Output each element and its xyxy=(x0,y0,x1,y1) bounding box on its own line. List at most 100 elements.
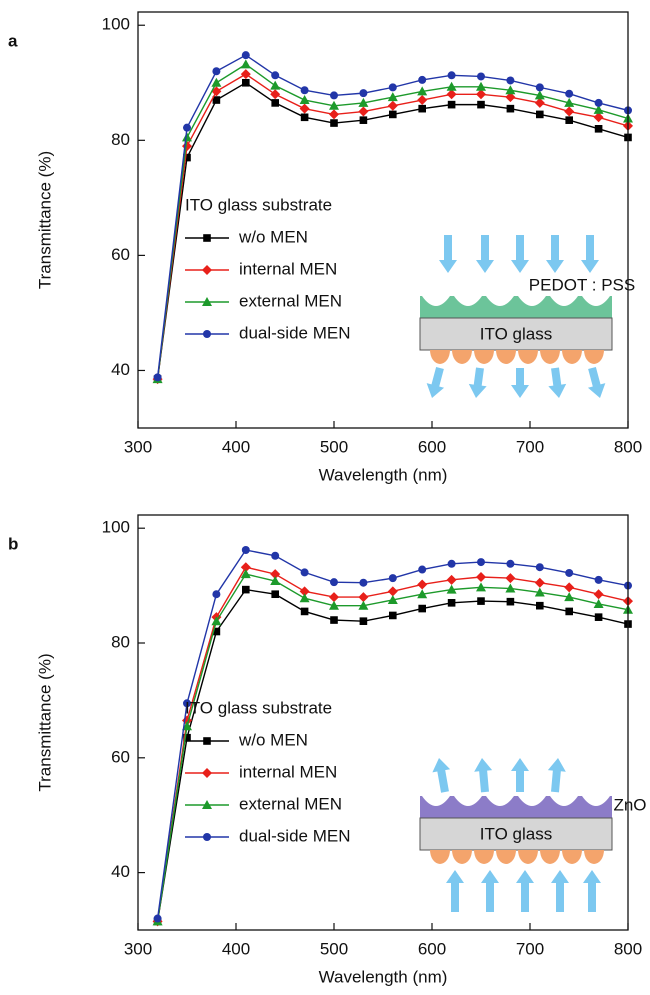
x-tick-label: 500 xyxy=(320,939,348,958)
y-tick-label: 40 xyxy=(111,862,130,881)
marker xyxy=(446,81,457,91)
marker xyxy=(447,599,456,607)
legend-marker xyxy=(202,800,212,809)
marker xyxy=(564,106,575,117)
x-tick-label: 800 xyxy=(614,437,642,456)
marker xyxy=(417,589,428,599)
marker xyxy=(182,721,192,731)
legend-label: external MEN xyxy=(239,794,342,813)
marker xyxy=(593,104,604,114)
light-arrow xyxy=(481,870,499,912)
bottom-lens xyxy=(496,350,516,364)
x-tick-label: 300 xyxy=(124,437,152,456)
marker xyxy=(299,103,310,114)
x-tick-label: 700 xyxy=(516,939,544,958)
x-tick-label: 600 xyxy=(418,437,446,456)
marker xyxy=(565,116,573,124)
marker xyxy=(389,110,397,119)
light-arrow xyxy=(547,758,566,793)
marker xyxy=(593,589,604,600)
marker xyxy=(271,590,279,599)
marker xyxy=(446,584,457,594)
marker xyxy=(565,89,574,98)
light-arrow xyxy=(511,758,529,792)
marker xyxy=(506,76,515,85)
series-line xyxy=(156,549,628,919)
marker xyxy=(506,559,515,568)
marker xyxy=(358,600,369,610)
top-layer xyxy=(420,796,612,818)
panel-label: b xyxy=(8,534,18,553)
y-tick-label: 100 xyxy=(102,518,130,537)
marker xyxy=(506,597,515,606)
legend-label: w/o MEN xyxy=(238,730,308,749)
bottom-lens xyxy=(474,850,494,864)
marker xyxy=(183,123,191,132)
light-arrow xyxy=(587,366,606,398)
legend-title: ITO glass substrate xyxy=(185,195,332,214)
marker xyxy=(299,593,310,603)
bottom-lens xyxy=(540,850,560,864)
marker xyxy=(359,116,368,124)
bottom-lens xyxy=(452,350,472,364)
marker xyxy=(270,80,281,90)
marker xyxy=(240,562,251,573)
y-tick-label: 60 xyxy=(111,245,130,264)
marker xyxy=(418,604,426,613)
marker xyxy=(330,578,338,587)
legend-title: ITO glass substrate xyxy=(185,698,332,717)
marker xyxy=(534,97,545,108)
series-line xyxy=(156,573,628,922)
legend-label: w/o MEN xyxy=(238,227,308,246)
series-line xyxy=(156,566,628,922)
marker xyxy=(447,559,456,568)
marker xyxy=(477,72,485,81)
marker xyxy=(183,733,191,742)
marker xyxy=(183,153,191,162)
marker xyxy=(387,594,398,604)
y-tick-label: 40 xyxy=(111,360,130,379)
legend-marker xyxy=(203,234,211,242)
marker xyxy=(593,598,604,608)
light-arrow xyxy=(474,758,493,793)
marker xyxy=(271,99,279,107)
marker xyxy=(182,132,192,142)
bottom-lens xyxy=(584,850,604,864)
marker xyxy=(359,617,368,625)
marker xyxy=(389,611,397,620)
light-arrow xyxy=(516,870,534,912)
marker xyxy=(211,86,222,97)
marker xyxy=(329,592,339,603)
marker xyxy=(446,574,457,585)
light-arrow xyxy=(426,366,445,398)
marker xyxy=(388,574,397,583)
bottom-lens xyxy=(540,350,560,364)
bottom-lens xyxy=(496,850,516,864)
marker xyxy=(564,592,575,602)
legend-label: dual-side MEN xyxy=(239,323,351,342)
bottom-lens xyxy=(518,850,538,864)
plot-frame xyxy=(137,514,629,931)
marker xyxy=(300,113,309,122)
marker xyxy=(564,97,575,107)
marker xyxy=(476,571,486,582)
marker xyxy=(387,100,398,111)
light-arrow xyxy=(468,367,487,398)
marker xyxy=(153,373,162,382)
x-tick-label: 700 xyxy=(516,437,544,456)
marker xyxy=(387,92,398,102)
marker xyxy=(212,67,221,76)
marker xyxy=(418,104,426,113)
marker xyxy=(565,568,574,577)
marker xyxy=(534,90,545,100)
marker xyxy=(418,75,427,84)
marker xyxy=(212,627,221,636)
light-arrow xyxy=(439,235,457,273)
light-arrow xyxy=(432,758,451,793)
light-arrow xyxy=(583,870,601,912)
marker xyxy=(359,578,368,587)
x-tick-label: 300 xyxy=(124,939,152,958)
marker xyxy=(330,616,338,624)
marker xyxy=(476,582,486,592)
